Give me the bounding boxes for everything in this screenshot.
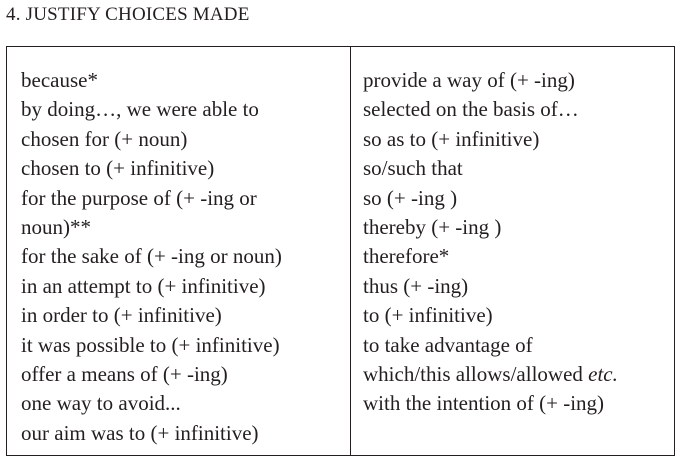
right-column: provide a way of (+ -ing) selected on th… <box>351 47 674 455</box>
list-item: chosen for (+ noun) <box>21 126 188 151</box>
list-item: in order to (+ infinitive) <box>21 303 222 328</box>
list-item: for the purpose of (+ -ing or <box>21 185 257 210</box>
list-item: one way to avoid... <box>21 391 181 416</box>
list-item: by doing…, we were able to <box>21 97 259 122</box>
phrase-table: because* by doing…, we were able to chos… <box>6 46 675 456</box>
list-item: so (+ -ing ) <box>363 185 458 210</box>
list-item: to take advantage of <box>363 332 533 357</box>
list-item-text: which/this allows/allowed <box>363 361 583 386</box>
list-item-italic-suffix: etc. <box>588 361 618 386</box>
list-item: therefore* <box>363 244 450 269</box>
section-heading: 4. JUSTIFY CHOICES MADE <box>6 4 250 25</box>
list-item: because* <box>21 68 98 92</box>
list-item: which/this allows/allowed etc. <box>363 360 674 389</box>
list-item: it was possible to (+ infinitive) <box>21 332 280 357</box>
list-item: offer a means of (+ -ing) <box>21 361 228 386</box>
list-item: thereby (+ -ing ) <box>363 214 502 239</box>
list-item: noun)** <box>21 214 91 239</box>
list-item: with the intention of (+ -ing) <box>363 391 605 416</box>
left-column: because* by doing…, we were able to chos… <box>7 47 351 455</box>
list-item: chosen to (+ infinitive) <box>21 156 215 181</box>
list-item: our aim was to (+ infinitive) <box>21 420 259 445</box>
list-item: selected on the basis of… <box>363 97 579 122</box>
list-item: so as to (+ infinitive) <box>363 126 540 151</box>
list-item: thus (+ -ing) <box>363 273 469 298</box>
list-item: provide a way of (+ -ing) <box>363 68 575 92</box>
list-item: to (+ infinitive) <box>363 303 493 328</box>
list-item: for the sake of (+ -ing or noun) <box>21 244 282 269</box>
list-item: in an attempt to (+ infinitive) <box>21 273 266 298</box>
list-item: so/such that <box>363 156 463 181</box>
